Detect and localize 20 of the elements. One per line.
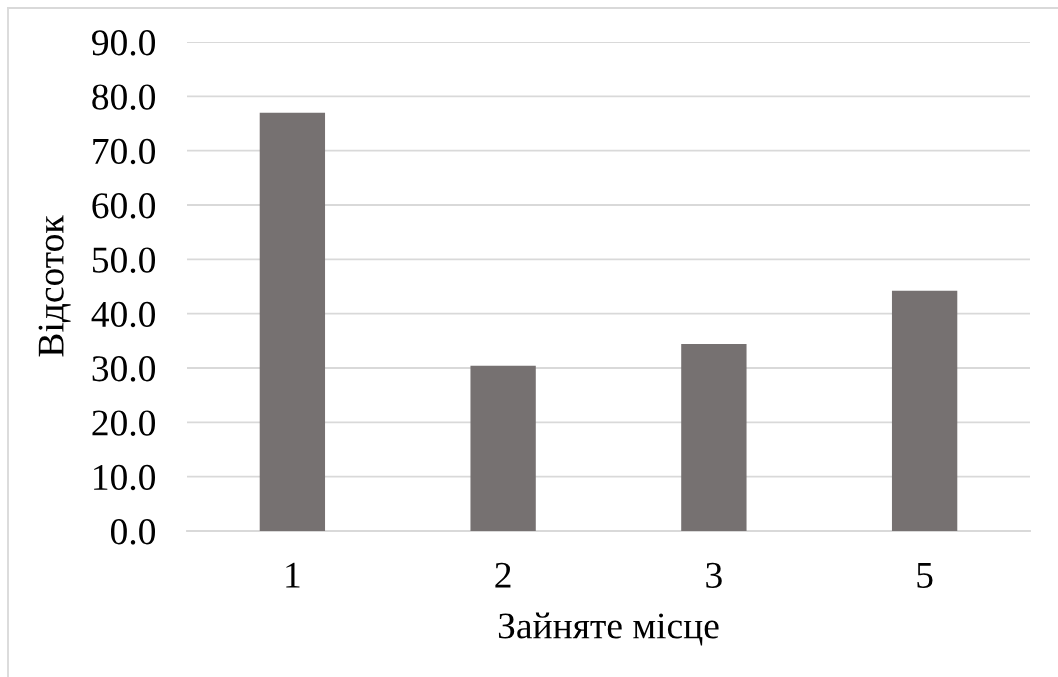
x-tick-label: 1 bbox=[286, 562, 300, 588]
bar bbox=[259, 112, 326, 531]
y-tick-label: 0.0 bbox=[111, 519, 156, 545]
y-axis-title: Відсоток bbox=[38, 215, 71, 357]
y-tick-label: 70.0 bbox=[93, 138, 156, 165]
y-tick-label: 60.0 bbox=[92, 193, 156, 219]
y-tick-label: 20.0 bbox=[92, 410, 156, 436]
y-tick-label: 50.0 bbox=[93, 247, 156, 273]
x-tick-label: 2 bbox=[495, 562, 511, 588]
y-tick-label: 10.0 bbox=[94, 464, 156, 491]
x-tick-label: 3 bbox=[706, 562, 722, 588]
x-tick-label: 5 bbox=[917, 563, 933, 588]
bar bbox=[891, 290, 958, 531]
y-tick-label: 90.0 bbox=[92, 30, 156, 56]
y-tick-label: 30.0 bbox=[92, 356, 156, 382]
y-tick-label: 80.0 bbox=[92, 84, 156, 110]
y-tick-label: 40.0 bbox=[91, 301, 156, 328]
x-axis-title: Зайняте місце bbox=[498, 612, 719, 646]
bar bbox=[470, 365, 536, 531]
bar bbox=[681, 344, 747, 531]
